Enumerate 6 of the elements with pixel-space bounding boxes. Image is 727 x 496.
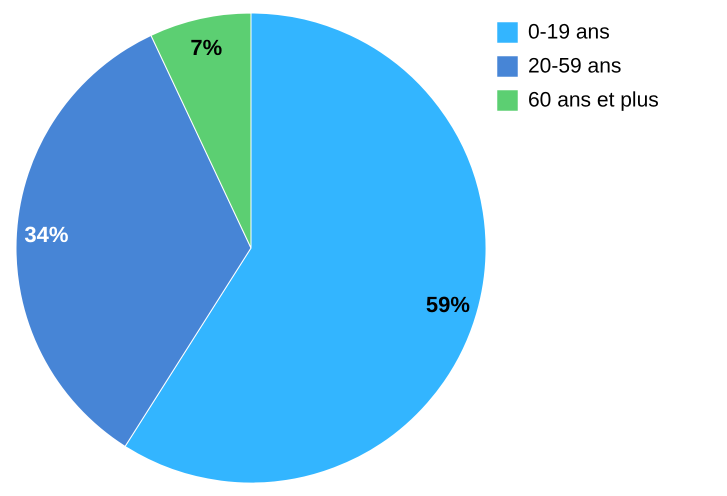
data-label: 34%: [24, 222, 68, 248]
data-label: 59%: [426, 292, 470, 318]
legend-label: 20-59 ans: [528, 54, 622, 78]
legend-label: 60 ans et plus: [528, 88, 659, 112]
legend-label: 0-19 ans: [528, 20, 610, 44]
data-label: 7%: [190, 34, 222, 60]
